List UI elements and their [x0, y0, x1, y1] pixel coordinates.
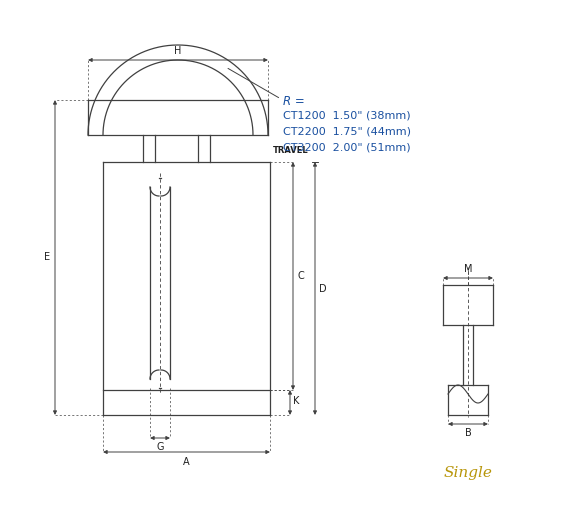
Text: CT1200  1.50" (38mm): CT1200 1.50" (38mm): [283, 111, 411, 121]
Text: D: D: [319, 283, 327, 293]
Text: G: G: [156, 442, 164, 452]
Text: R =: R =: [283, 95, 305, 108]
Text: B: B: [465, 428, 472, 438]
Text: A: A: [183, 457, 190, 467]
Text: TRAVEL: TRAVEL: [273, 146, 308, 155]
Text: CT3200  2.00" (51mm): CT3200 2.00" (51mm): [283, 143, 411, 153]
Text: CT2200  1.75" (44mm): CT2200 1.75" (44mm): [283, 127, 411, 137]
Text: K: K: [293, 395, 299, 405]
Text: M: M: [464, 264, 472, 274]
Text: E: E: [44, 253, 50, 263]
Text: Single: Single: [444, 466, 492, 480]
Text: C: C: [297, 271, 304, 281]
Text: H: H: [174, 46, 182, 56]
